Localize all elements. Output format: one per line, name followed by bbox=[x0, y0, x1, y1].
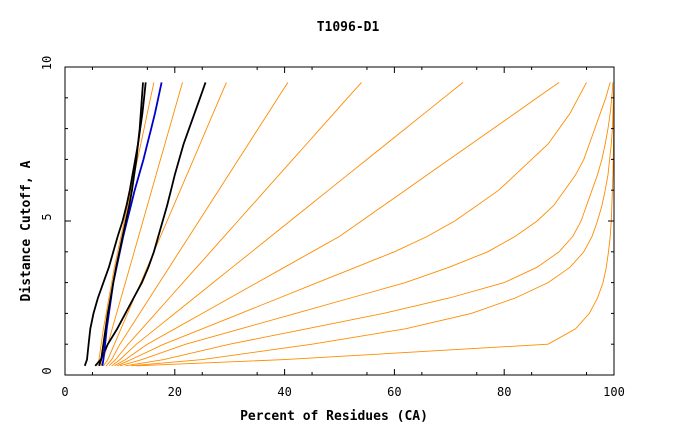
x-tick-label: 0 bbox=[61, 385, 68, 399]
highlight-series-line bbox=[101, 82, 163, 366]
x-tick-label: 60 bbox=[387, 385, 401, 399]
highlight-series-line bbox=[94, 82, 207, 367]
y-tick-label: 5 bbox=[40, 213, 54, 220]
y-tick-label: 0 bbox=[40, 367, 54, 374]
model-series-line bbox=[117, 82, 587, 367]
model-series-line bbox=[114, 82, 560, 367]
x-tick-label: 80 bbox=[497, 385, 511, 399]
y-axis-label: Distance Cutoff, A bbox=[19, 160, 34, 301]
x-tick-label: 20 bbox=[168, 385, 182, 399]
model-series-line bbox=[111, 82, 464, 367]
model-series-line bbox=[130, 82, 615, 367]
highlight-series-line bbox=[83, 82, 147, 367]
model-series-line bbox=[108, 82, 362, 367]
y-tick-label: 10 bbox=[40, 56, 54, 70]
series-lines bbox=[83, 82, 615, 367]
highlight-series-line bbox=[98, 82, 144, 367]
x-axis-label: Percent of Residues (CA) bbox=[240, 409, 428, 424]
model-series-line bbox=[96, 82, 155, 366]
y-axis-ticks: 0 5 10 bbox=[40, 56, 614, 376]
x-tick-label: 40 bbox=[277, 385, 291, 399]
model-series-line bbox=[105, 82, 289, 367]
model-series-line bbox=[100, 82, 183, 366]
model-series-line bbox=[103, 82, 227, 367]
x-axis-ticks: 0 20 40 60 80 100 bbox=[61, 67, 625, 399]
chart-title: T1096-D1 bbox=[317, 20, 380, 35]
x-tick-label: 100 bbox=[603, 385, 625, 399]
model-series-line bbox=[125, 82, 614, 367]
model-series-line bbox=[119, 82, 611, 367]
